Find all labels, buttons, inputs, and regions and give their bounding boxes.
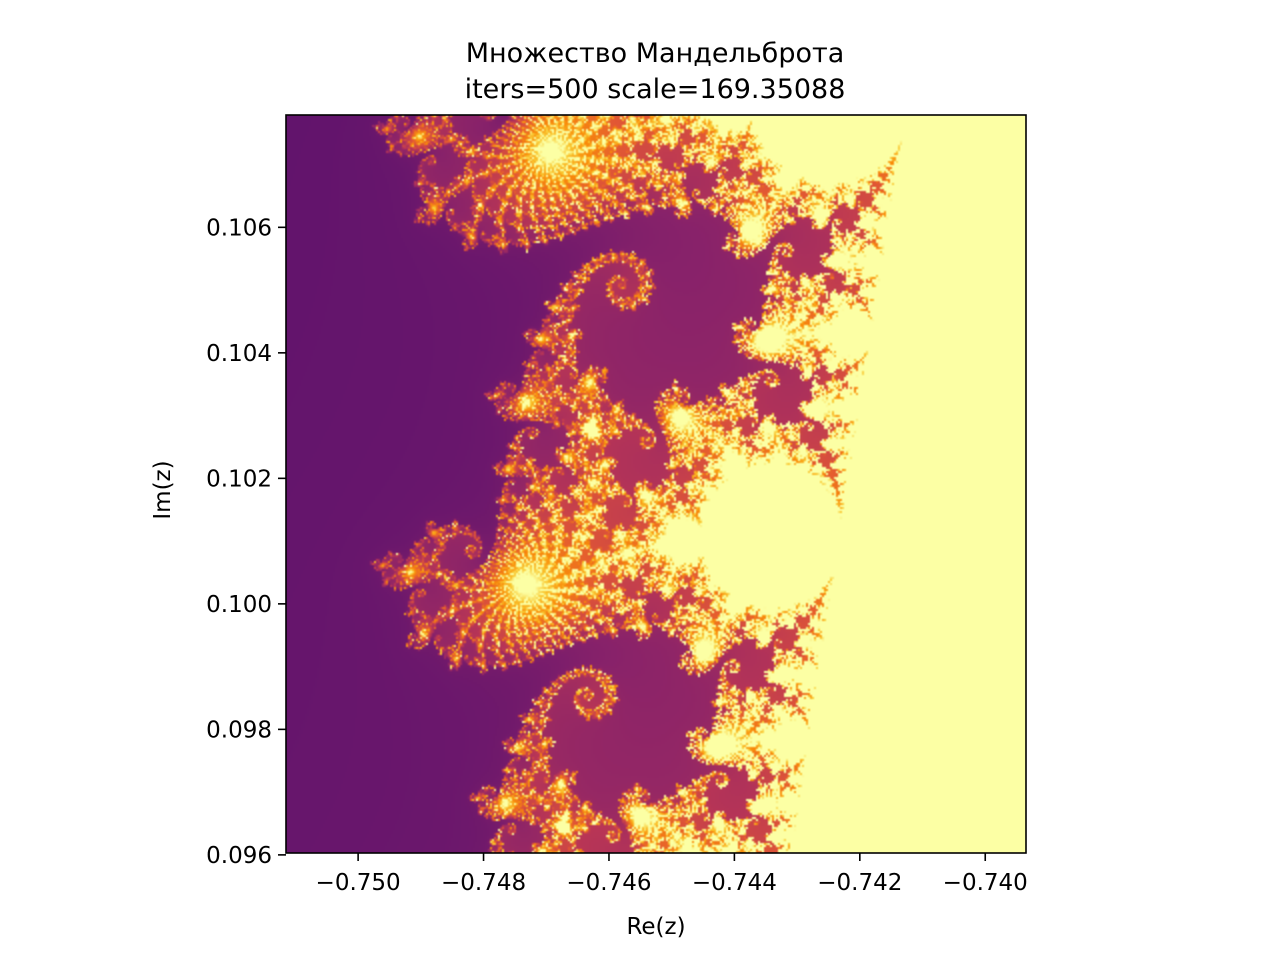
x-tick-label: −0.750 — [316, 870, 401, 896]
y-axis: 0.096 0.098 0.100 0.102 0.104 0.106 — [206, 215, 286, 869]
y-tick-label: 0.102 — [206, 466, 272, 492]
y-axis-label: Im(z) — [150, 460, 176, 519]
x-axis: −0.750 −0.748 −0.746 −0.744 −0.742 −0.740 — [316, 853, 1028, 896]
y-tick-label: 0.104 — [206, 341, 272, 367]
mandelbrot-heatmap — [286, 115, 1026, 853]
x-axis-label: Re(z) — [626, 914, 685, 940]
chart-title: Множество Мандельброта — [466, 38, 845, 69]
y-tick-label: 0.106 — [206, 215, 272, 241]
x-tick-label: −0.746 — [566, 870, 651, 896]
chart-subtitle: iters=500 scale=169.35088 — [465, 74, 846, 105]
y-tick-label: 0.098 — [206, 717, 272, 743]
x-tick-label: −0.742 — [817, 870, 902, 896]
y-tick-label: 0.100 — [206, 592, 272, 618]
plot-area — [286, 115, 1026, 853]
axes-frame — [285, 114, 1027, 854]
x-tick-label: −0.748 — [441, 870, 526, 896]
x-tick-label: −0.740 — [943, 870, 1028, 896]
y-tick-label: 0.096 — [206, 843, 272, 869]
x-tick-label: −0.744 — [692, 870, 777, 896]
